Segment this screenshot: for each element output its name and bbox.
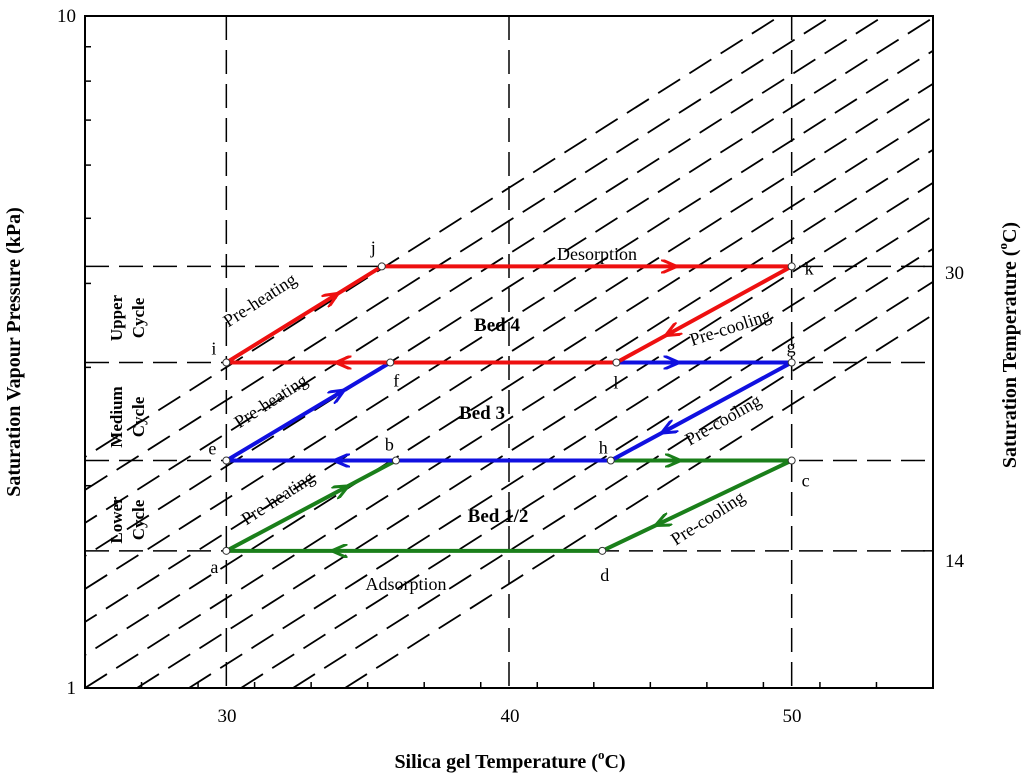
medium-cycle-label-line1: Medium [107, 386, 126, 447]
lower-cycle-label-line2: Cycle [129, 499, 148, 540]
y-tick-label-1: 1 [67, 678, 77, 699]
point-label-j: j [370, 237, 376, 257]
state-point-l [612, 358, 621, 367]
point-label-h: h [599, 438, 608, 458]
y-axis-title: Saturation Vapour Pressure (kPa) [3, 207, 25, 496]
state-point-j [377, 262, 386, 271]
isostere-line [85, 16, 886, 525]
point-label-i: i [211, 339, 216, 359]
cycle-segment-ij [224, 264, 384, 365]
preheating-upper-label: Pre-heating [219, 269, 299, 331]
isostere-line [240, 247, 933, 688]
point-label-e: e [208, 439, 216, 459]
point-label-g: g [787, 337, 796, 357]
x-tick-label-30: 30 [218, 706, 237, 727]
point-label-k: k [805, 258, 814, 278]
state-point-i [222, 358, 231, 367]
isostere-lines [85, 16, 933, 688]
precooling-lower-label: Pre-cooling [667, 487, 748, 550]
state-point-k [787, 262, 796, 271]
state-point-d [598, 546, 607, 555]
medium-cycle-label: Medium Cycle [107, 386, 148, 447]
y2-tick-label-30: 30 [945, 263, 964, 284]
point-label-b: b [385, 435, 394, 455]
point-label-a: a [210, 557, 218, 577]
x-tick-label-50: 50 [783, 706, 802, 727]
isostere-line [85, 82, 933, 624]
cycle-segment-cd [600, 458, 794, 553]
upper-cycle-label-line1: Upper [107, 294, 126, 341]
isostere-line [85, 49, 933, 591]
cycle-segment-kl [614, 264, 794, 365]
cycle-segment-ab [224, 458, 398, 553]
upper-cycle-label-line2: Cycle [129, 297, 148, 338]
cycle-segment-ef [224, 360, 393, 463]
state-point-e [222, 456, 231, 465]
state-point-c [787, 456, 796, 465]
x-axis-title: Silica gel Temperature (oC) [394, 747, 625, 773]
bed12-label: Bed 1/2 [468, 506, 529, 527]
state-point-f [386, 358, 395, 367]
precooling-upper-label: Pre-cooling [687, 305, 773, 350]
medium-cycle-label-line2: Cycle [129, 396, 148, 437]
desorption-label: Desorption [557, 244, 637, 264]
lower-cycle-label-line1: Lower [107, 496, 126, 544]
y2-tick-label-14: 14 [945, 551, 965, 572]
point-label-c: c [802, 471, 810, 491]
isostere-line [85, 16, 834, 492]
adsorption-label: Adsorption [366, 574, 447, 594]
plot-frame [84, 15, 934, 689]
point-label-l: l [613, 373, 618, 393]
lower-cycle-label: Lower Cycle [107, 496, 148, 544]
x-tick-label-40: 40 [501, 706, 520, 727]
cycle-segment-gh [608, 360, 794, 463]
isostere-line [85, 148, 933, 688]
state-point-h [606, 456, 615, 465]
cycle-paths [224, 264, 794, 553]
state-point-g [787, 358, 796, 367]
state-point-a [222, 546, 231, 555]
y-tick-label-10: 10 [57, 6, 76, 27]
bed4-label: Bed 4 [474, 315, 520, 336]
isostere-line [292, 280, 933, 688]
preheating-medium-label: Pre-heating [230, 370, 310, 432]
isostere-line [188, 214, 933, 688]
point-label-f: f [393, 371, 399, 391]
point-labels: a b c d e f g h i j k l [208, 237, 813, 584]
state-point-b [391, 456, 400, 465]
preheating-lower-label: Pre-heating [237, 467, 317, 529]
isostere-line [344, 313, 933, 688]
upper-cycle-label: Upper Cycle [107, 294, 148, 341]
bed3-label: Bed 3 [459, 403, 505, 424]
point-label-d: d [600, 565, 609, 585]
y2-axis-title: Saturation Temperature (oC) [995, 222, 1021, 468]
axis-ticks [84, 45, 934, 688]
isostere-line [85, 115, 933, 657]
isostere-line [136, 181, 933, 688]
isostere-line [85, 16, 933, 558]
